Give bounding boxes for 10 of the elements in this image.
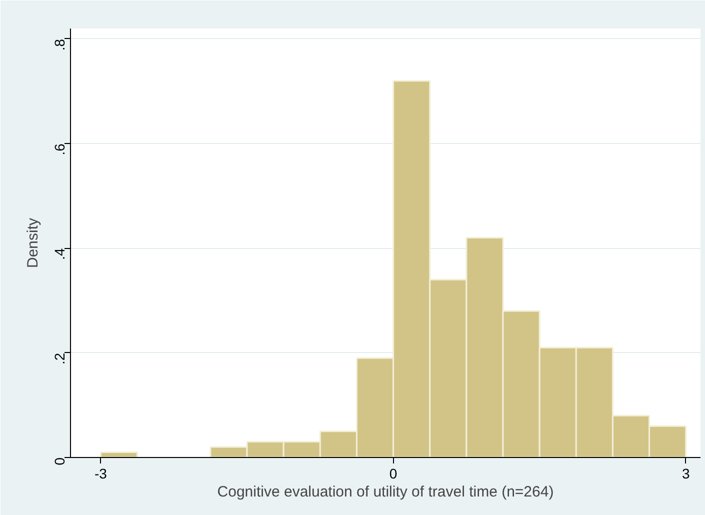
y-tick-label: .4 (52, 248, 68, 260)
y-tick-label: .2 (52, 352, 68, 365)
x-axis-title: Cognitive evaluation of utility of travel time (n=264) (217, 484, 554, 500)
x-tick-label: 0 (389, 466, 398, 482)
x-tick-label: -3 (94, 466, 108, 482)
y-tick-label: .8 (52, 38, 68, 51)
y-axis-title: Density (24, 217, 42, 268)
y-tick-label: 0 (52, 457, 68, 466)
y-tick-label: .6 (52, 143, 68, 156)
x-tick-label: 3 (682, 466, 690, 482)
